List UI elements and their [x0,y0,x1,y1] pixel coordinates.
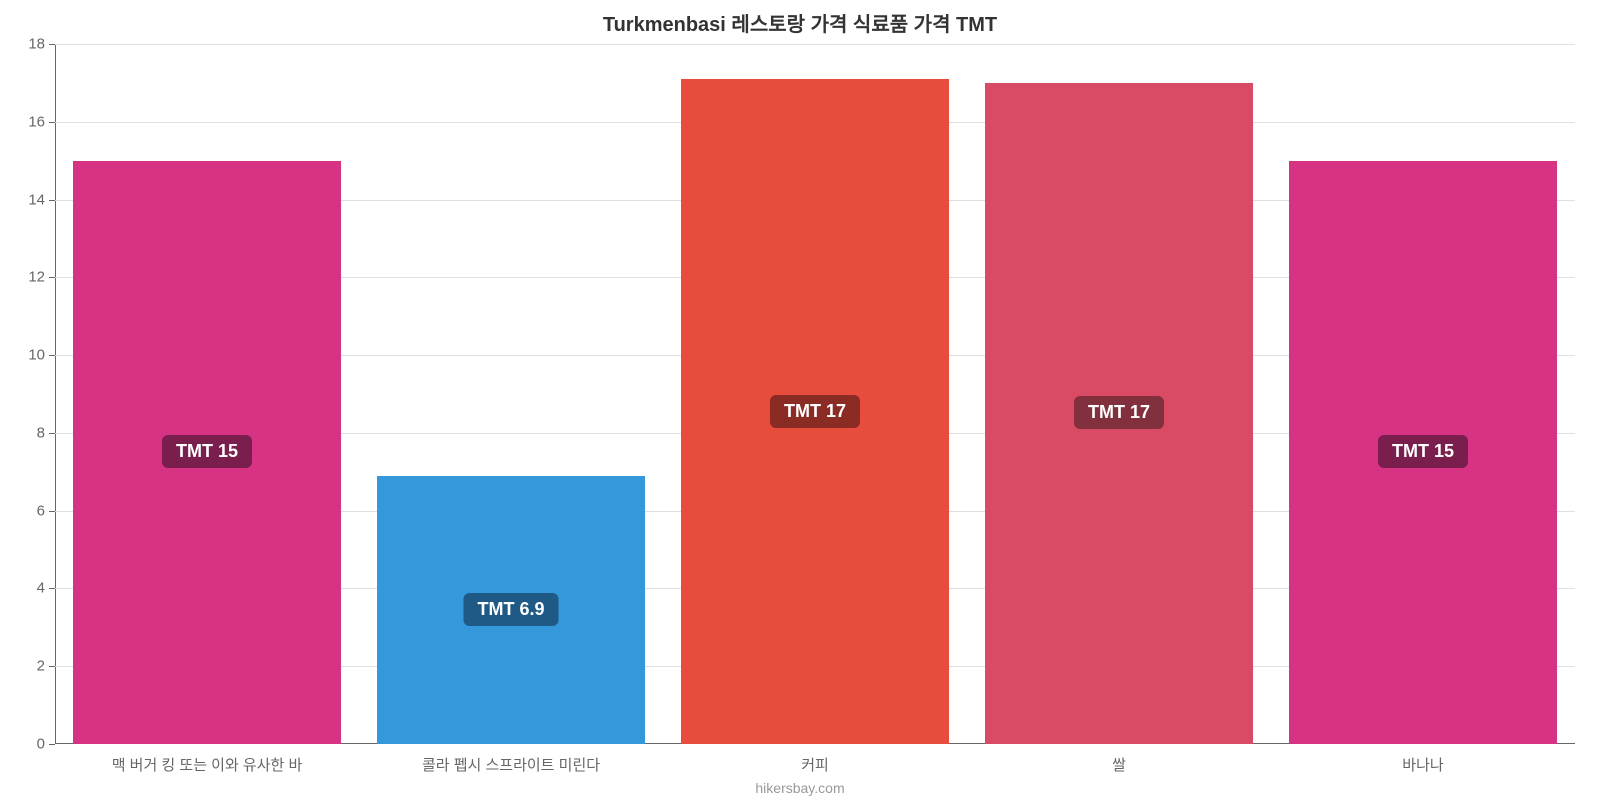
x-category-label: 콜라 펩시 스프라이트 미린다 [422,744,600,775]
bar: TMT 17 [681,79,949,744]
x-category-label: 바나나 [1402,744,1443,775]
bar: TMT 17 [985,83,1253,744]
y-tick-label: 12 [28,269,55,286]
y-tick-label: 16 [28,113,55,130]
y-tick-label: 6 [37,502,55,519]
y-tick-label: 8 [37,424,55,441]
y-axis-line [55,44,56,744]
grid-line [55,44,1575,45]
bar-value-badge: TMT 17 [770,395,860,428]
chart-title: Turkmenbasi 레스토랑 가격 식료품 가격 TMT [0,8,1600,37]
bar: TMT 15 [1289,161,1557,744]
bar-value-badge: TMT 15 [162,435,252,468]
chart-container: Turkmenbasi 레스토랑 가격 식료품 가격 TMT 024681012… [0,0,1600,800]
y-tick-label: 4 [37,580,55,597]
y-tick-label: 10 [28,347,55,364]
bar-value-badge: TMT 15 [1378,435,1468,468]
bar-value-badge: TMT 6.9 [463,593,558,626]
y-tick-label: 18 [28,36,55,53]
bar: TMT 15 [73,161,341,744]
y-tick-label: 0 [37,736,55,753]
x-category-label: 맥 버거 킹 또는 이와 유사한 바 [112,744,303,775]
x-category-label: 쌀 [1112,744,1126,775]
y-tick-label: 2 [37,658,55,675]
plot-area: 024681012141618TMT 15맥 버거 킹 또는 이와 유사한 바T… [55,44,1575,744]
chart-credit: hikersbay.com [0,780,1600,796]
bar-value-badge: TMT 17 [1074,396,1164,429]
x-category-label: 커피 [801,744,829,775]
y-tick-label: 14 [28,191,55,208]
bar: TMT 6.9 [377,476,645,744]
